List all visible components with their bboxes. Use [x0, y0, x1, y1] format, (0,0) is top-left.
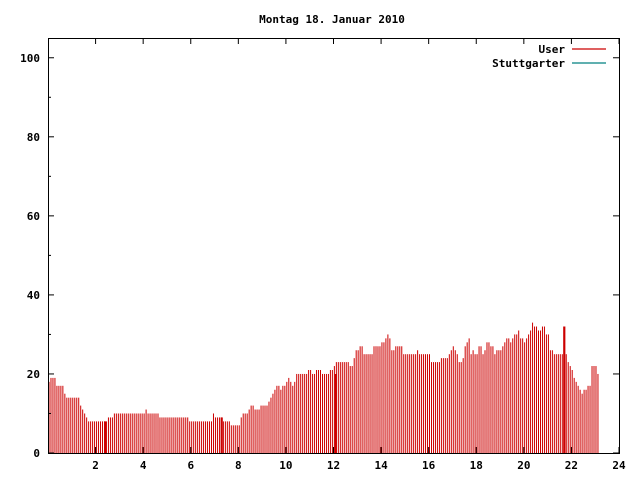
highlight-bars-group: [103, 326, 566, 453]
x-tick-label: 14: [374, 459, 388, 472]
x-tick-label: 22: [565, 459, 578, 472]
y-tick-label: 20: [27, 368, 40, 381]
y-tick-label: 0: [33, 447, 40, 460]
x-tick-label: 18: [470, 459, 483, 472]
x-tick-label: 2: [92, 459, 99, 472]
y-tick-label: 40: [27, 289, 40, 302]
x-tick-label: 8: [235, 459, 242, 472]
x-tick-label: 24: [612, 459, 626, 472]
y-tick-label: 60: [27, 210, 40, 223]
x-tick-label: 4: [140, 459, 147, 472]
x-tick-label: 6: [187, 459, 194, 472]
bars-group: [48, 322, 599, 453]
y-tick-label: 100: [20, 52, 40, 65]
x-tick-label: 10: [279, 459, 292, 472]
y-tick-label: 80: [27, 131, 40, 144]
x-tick-label: 16: [422, 459, 436, 472]
x-tick-label: 20: [517, 459, 530, 472]
legend-label: User: [539, 43, 566, 56]
chart-title: Montag 18. Januar 2010: [259, 13, 405, 26]
x-tick-label: 12: [327, 459, 340, 472]
legend-label: Stuttgarter: [492, 57, 565, 70]
